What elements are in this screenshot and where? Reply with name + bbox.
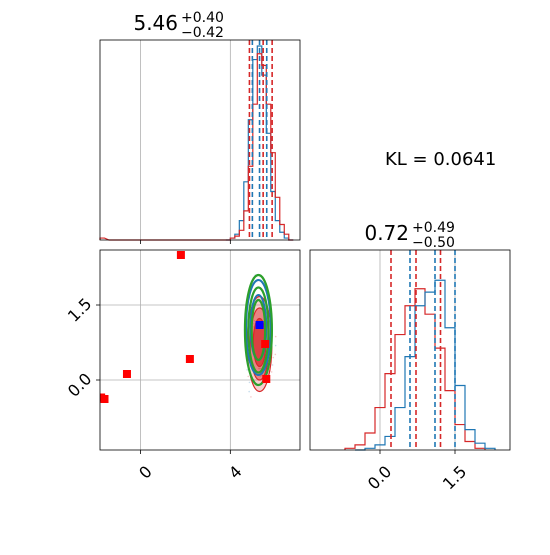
joint-red-marker (262, 375, 271, 383)
y-marginal-panel: 0.0 1.5 (309, 249, 511, 493)
joint-red-marker (185, 355, 194, 363)
joint-red-marker (261, 340, 270, 348)
joint-green-contour (250, 298, 267, 362)
joint-sample-point (248, 390, 250, 393)
top-panel-title: 5.46 (133, 11, 178, 35)
x-marginal-background (100, 40, 300, 240)
joint-sample-point (271, 364, 274, 366)
joint-sample-point (272, 356, 275, 359)
joint-sample-point (257, 367, 260, 370)
joint-sample-point (259, 375, 262, 378)
joint-x-tick-label: 0 (135, 462, 156, 483)
joint-sample-point (250, 396, 252, 398)
joint-sample-point (274, 344, 277, 347)
y-marginal-frame (309, 249, 511, 451)
y-marginal-tick-label: 0.0 (364, 462, 395, 493)
joint-green-contour (247, 286, 270, 374)
joint-panel: 0 4 0.0 1.5 (64, 249, 301, 483)
joint-sample-point (246, 369, 248, 371)
joint-red-marker (100, 395, 109, 403)
side-panel-title-plus: +0.49 (412, 220, 455, 236)
joint-plot-area (100, 250, 300, 450)
side-panel-title-minus: −0.50 (412, 235, 455, 251)
joint-red-marker (122, 370, 131, 378)
joint-red-marker (176, 251, 185, 259)
joint-sample-point (253, 322, 255, 325)
joint-y-tick-label: 0.0 (64, 369, 95, 400)
joint-sample-point (248, 381, 251, 384)
joint-sample-point (274, 353, 277, 356)
joint-sample-point (270, 371, 273, 373)
joint-x-tick-label: 4 (225, 462, 246, 483)
top-panel-title-minus: −0.42 (181, 25, 224, 41)
joint-sample-point (247, 375, 250, 378)
joint-sample-point (274, 335, 277, 338)
side-panel-title: 0.72 (364, 221, 409, 245)
joint-frame (99, 249, 301, 451)
joint-y-tick-label: 1.5 (64, 294, 95, 325)
y-marginal-tick-label: 1.5 (439, 462, 470, 493)
y-marginal-blue-histogram (355, 279, 496, 451)
kl-divergence-label: KL = 0.0641 (385, 149, 496, 170)
joint-sample-point (258, 367, 261, 370)
x-marginal-blue-histogram (225, 45, 294, 241)
joint-blue-contour (245, 279, 272, 376)
joint-green-contour (243, 273, 274, 387)
x-marginal-panel (99, 39, 301, 244)
joint-sample-point (259, 367, 262, 370)
joint-sample-point (253, 319, 256, 322)
top-panel-title-plus: +0.40 (181, 10, 224, 26)
joint-sample-point (252, 326, 255, 328)
joint-blue-marker (255, 321, 264, 329)
x-marginal-frame (99, 39, 301, 241)
